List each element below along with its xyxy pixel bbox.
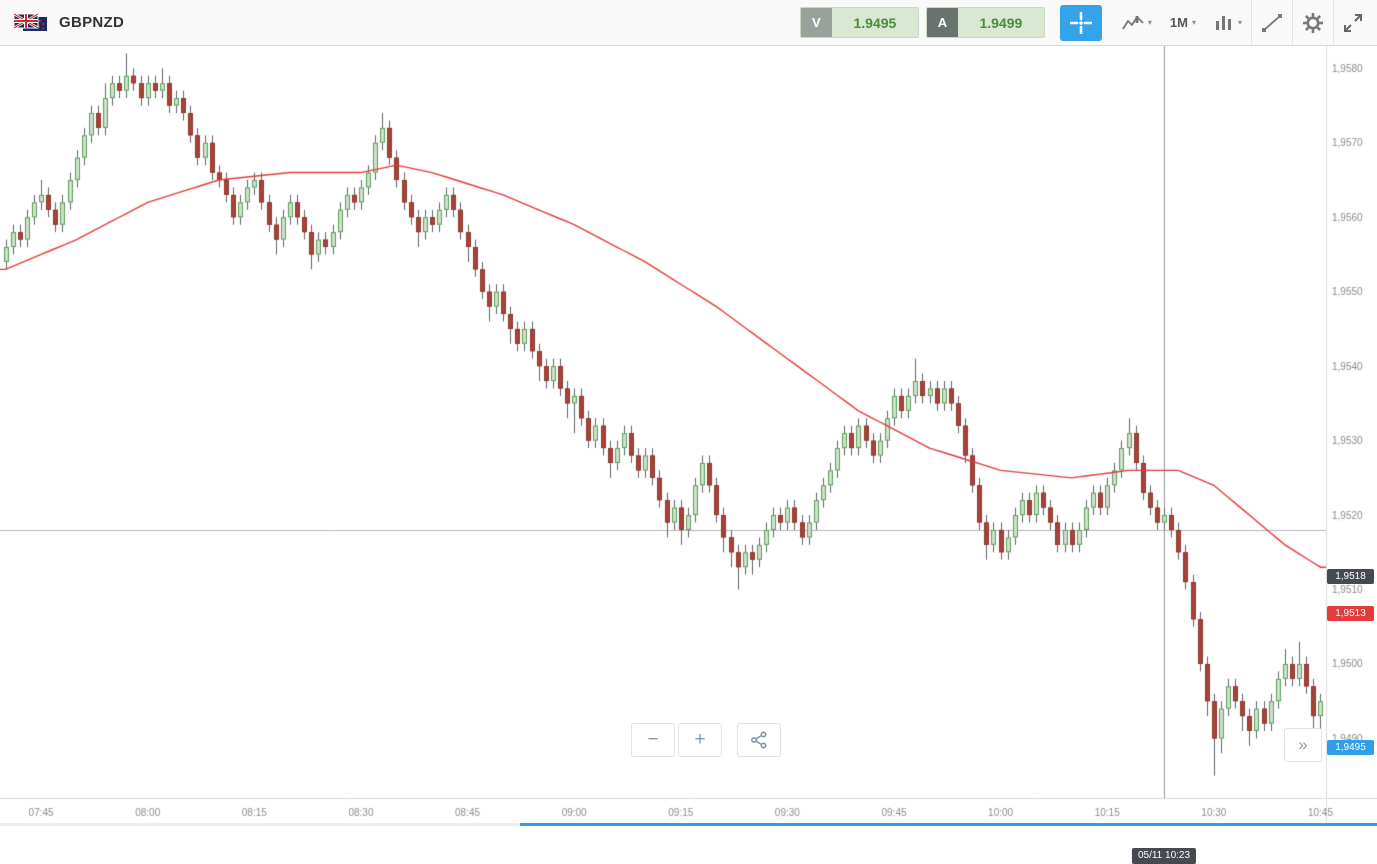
gear-icon [1303,12,1323,33]
toolbar-divider [1292,0,1293,46]
expand-icon [1344,13,1362,32]
baseline-price-badge: 1,9518 [1327,568,1374,584]
sell-label: V [800,8,832,37]
crosshair-time-badge: 05/11 10:23 [1131,848,1197,864]
chevron-down-icon: ▾ [1147,18,1152,27]
trend-line-icon [1262,13,1282,32]
share-icon [750,731,767,749]
indicators-dropdown[interactable]: ▾ [1205,0,1251,46]
candlestick-chart-canvas[interactable] [0,46,1377,826]
gbpnzd-flag-icon [14,12,47,31]
zoom-controls: − + [631,723,784,757]
zoom-in-button[interactable]: + [678,723,722,757]
chevron-down-icon: ▾ [1237,18,1242,27]
chart-type-icon [1122,15,1144,29]
price-axis[interactable] [1326,46,1377,798]
crosshair-icon [1069,11,1092,34]
instrument-header: GBPNZD [0,12,125,33]
ma-price-badge: 1,9513 [1327,606,1374,622]
share-button[interactable] [737,723,781,757]
sell-quote-button[interactable]: V 1.9495 [799,7,919,38]
time-axis[interactable] [0,798,1326,826]
trend-line-tool-button[interactable] [1252,0,1292,46]
symbol-title: GBPNZD [59,14,125,31]
expand-chart-button[interactable] [1334,0,1377,46]
timeframe-value: 1M [1169,15,1188,30]
time-scrollbar[interactable] [520,823,1377,826]
toolbar-divider [1251,0,1252,46]
buy-label: A [926,8,958,37]
indicators-icon [1215,15,1231,30]
sell-price: 1.9495 [831,8,918,37]
zoom-out-button[interactable]: − [631,723,675,757]
buy-price: 1.9499 [957,8,1044,37]
timeframe-dropdown[interactable]: 1M ▾ [1161,0,1205,46]
toolbar-divider [1333,0,1334,46]
buy-quote-button[interactable]: A 1.9499 [925,7,1045,38]
chevron-down-icon: ▾ [1191,18,1196,27]
settings-button[interactable] [1293,0,1333,46]
last-price-badge: 1,9495 [1327,740,1374,756]
chart-type-dropdown[interactable]: ▾ [1113,0,1161,46]
top-toolbar: GBPNZD V 1.9495 A 1.9499 ▾ 1M ▾ [0,0,1377,46]
crosshair-tool-button[interactable] [1059,4,1102,41]
collapse-panel-button[interactable]: » [1284,728,1322,762]
chart-area: 1,9518 1,9513 1,9495 05/11 10:23 − + » [0,46,1377,864]
